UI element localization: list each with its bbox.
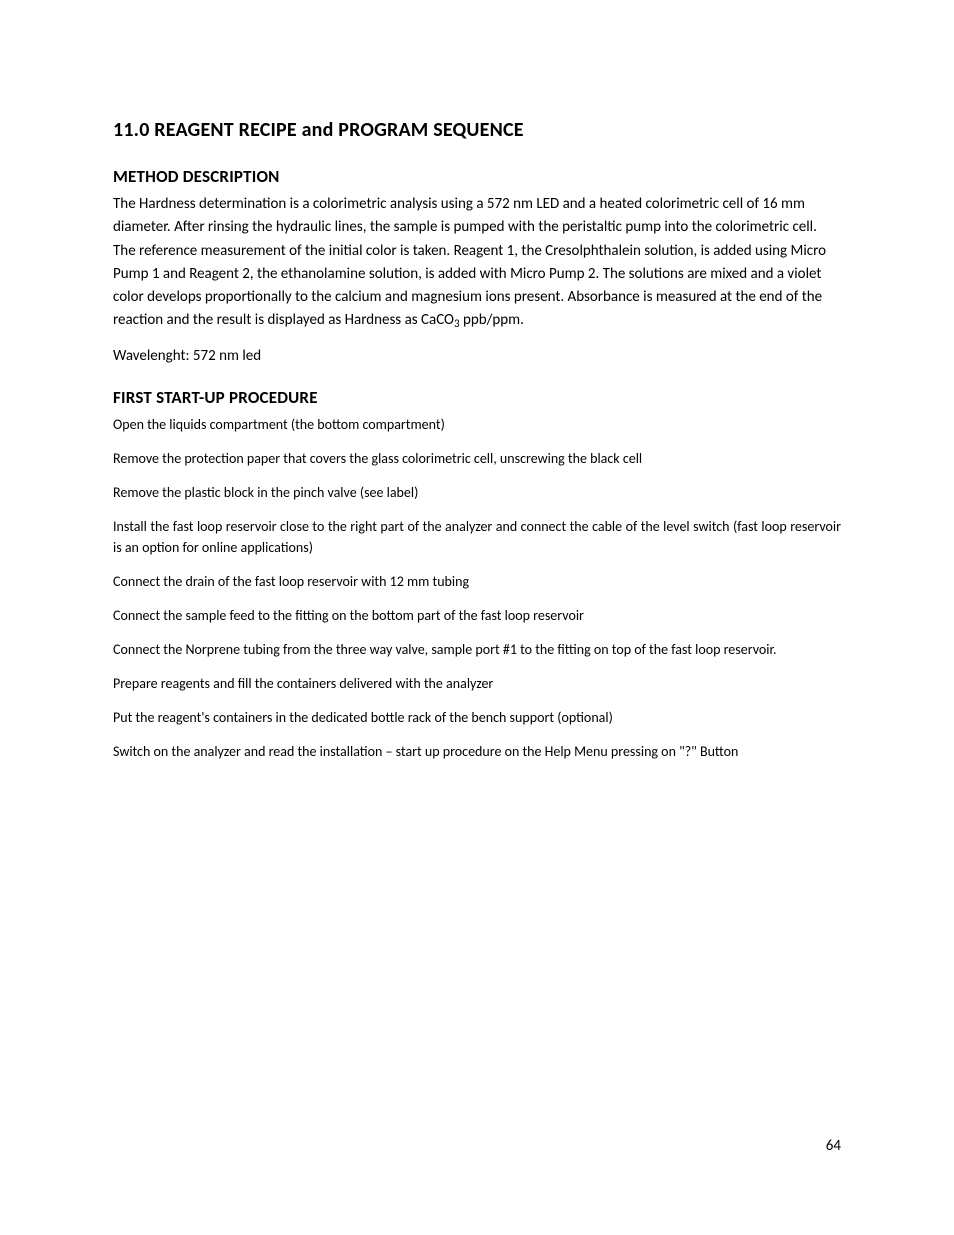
startup-step: Connect the Norprene tubing from the thr…: [113, 639, 841, 660]
method-description-paragraph: The Hardness determination is a colorime…: [113, 193, 841, 333]
startup-step: Prepare reagents and fill the containers…: [113, 673, 841, 694]
section-title-startup: FIRST START-UP PROCEDURE: [113, 387, 841, 408]
method-body-pre: The Hardness determination is a colorime…: [113, 195, 826, 329]
wavelength-line: Wavelenght: 572 nm led: [113, 347, 841, 365]
method-body-sub: 3: [454, 317, 460, 330]
method-body-post: ppb/ppm.: [460, 311, 524, 329]
startup-step: Connect the drain of the fast loop reser…: [113, 571, 841, 592]
page-number: 64: [826, 1137, 841, 1155]
document-page: 11.0 REAGENT RECIPE and PROGRAM SEQUENCE…: [0, 0, 954, 1235]
startup-step: Install the fast loop reservoir close to…: [113, 516, 841, 558]
startup-step: Remove the plastic block in the pinch va…: [113, 482, 841, 503]
startup-step: Put the reagent's containers in the dedi…: [113, 707, 841, 728]
startup-step: Switch on the analyzer and read the inst…: [113, 741, 841, 762]
startup-step: Remove the protection paper that covers …: [113, 448, 841, 469]
section-title-method: METHOD DESCRIPTION: [113, 166, 841, 187]
startup-step: Connect the sample feed to the fitting o…: [113, 605, 841, 626]
startup-step: Open the liquids compartment (the bottom…: [113, 414, 841, 435]
startup-steps-list: Open the liquids compartment (the bottom…: [113, 414, 841, 762]
heading-main: 11.0 REAGENT RECIPE and PROGRAM SEQUENCE: [113, 118, 841, 142]
